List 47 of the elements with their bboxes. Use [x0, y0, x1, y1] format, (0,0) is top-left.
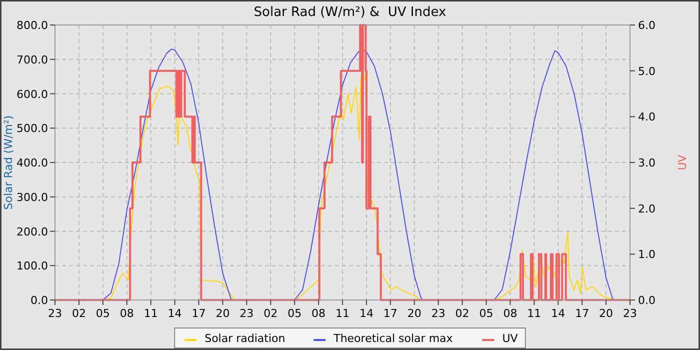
y-tick-label: 200.0	[16, 225, 48, 238]
y-tick-label: 300.0	[16, 190, 48, 204]
x-tick-label: 11	[336, 307, 350, 320]
y-tick-label: 600.0	[16, 88, 48, 101]
y2-tick-label: 1.0	[638, 248, 656, 262]
x-tick-label: 17	[575, 307, 590, 320]
y2-tick-label: 6.0	[638, 19, 656, 32]
x-tick-label: 17	[192, 307, 206, 320]
x-tick-label: 02	[72, 307, 86, 320]
y2-tick-label: 4.0	[638, 110, 656, 124]
chart-title: Solar Rad (W/m²) & UV Index	[254, 5, 447, 20]
y-tick-label: 0.0	[30, 294, 48, 307]
x-tick-label: 11	[144, 307, 158, 320]
y-tick-label: 400.0	[16, 156, 48, 170]
legend-label: Theoretical solar max	[332, 332, 454, 345]
y2-tick-label: 5.0	[638, 64, 656, 78]
y-axis-title: Solar Rad (W/m²)	[2, 115, 15, 210]
x-tick-label: 08	[503, 307, 518, 320]
y2-tick-label: 2.0	[638, 202, 656, 216]
y-tick-label: 800.0	[16, 19, 48, 32]
x-tick-label: 05	[479, 307, 494, 320]
x-tick-label: 02	[455, 307, 470, 320]
x-tick-label: 11	[527, 307, 542, 320]
x-tick-label: 20	[599, 307, 614, 320]
x-tick-label: 20	[216, 307, 230, 320]
legend-label: UV	[502, 332, 518, 345]
x-tick-label: 14	[551, 307, 566, 320]
x-tick-label: 20	[407, 307, 422, 320]
y2-tick-label: 0.0	[638, 294, 656, 307]
x-tick-label: 23	[623, 307, 637, 320]
y-tick-label: 500.0	[16, 122, 48, 136]
x-tick-label: 14	[168, 307, 182, 320]
y-tick-label: 700.0	[16, 53, 48, 66]
x-tick-label: 08	[120, 307, 134, 320]
x-tick-label: 14	[359, 307, 374, 320]
x-tick-label: 05	[288, 307, 302, 320]
x-tick-label: 23	[240, 307, 254, 320]
legend-label: Solar radiation	[204, 332, 286, 345]
y-tick-label: 100.0	[16, 260, 48, 273]
x-tick-label: 23	[431, 307, 446, 320]
y2-tick-label: 3.0	[638, 156, 656, 170]
y2-axis-title: UV	[676, 154, 689, 170]
x-tick-label: 02	[264, 307, 278, 320]
x-tick-label: 17	[383, 307, 398, 320]
x-tick-label: 23	[48, 307, 62, 320]
x-tick-label: 08	[312, 307, 326, 320]
x-tick-label: 05	[96, 307, 110, 320]
